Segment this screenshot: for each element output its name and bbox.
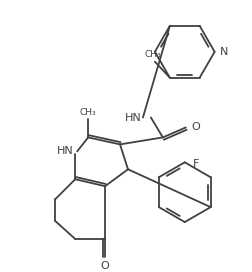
Text: F: F: [192, 159, 198, 169]
Text: CH₃: CH₃: [144, 50, 161, 59]
Text: O: O: [191, 122, 200, 132]
Text: HN: HN: [124, 113, 141, 122]
Text: HN: HN: [57, 146, 73, 156]
Text: N: N: [219, 47, 227, 57]
Text: O: O: [100, 261, 109, 271]
Text: CH₃: CH₃: [80, 108, 96, 117]
